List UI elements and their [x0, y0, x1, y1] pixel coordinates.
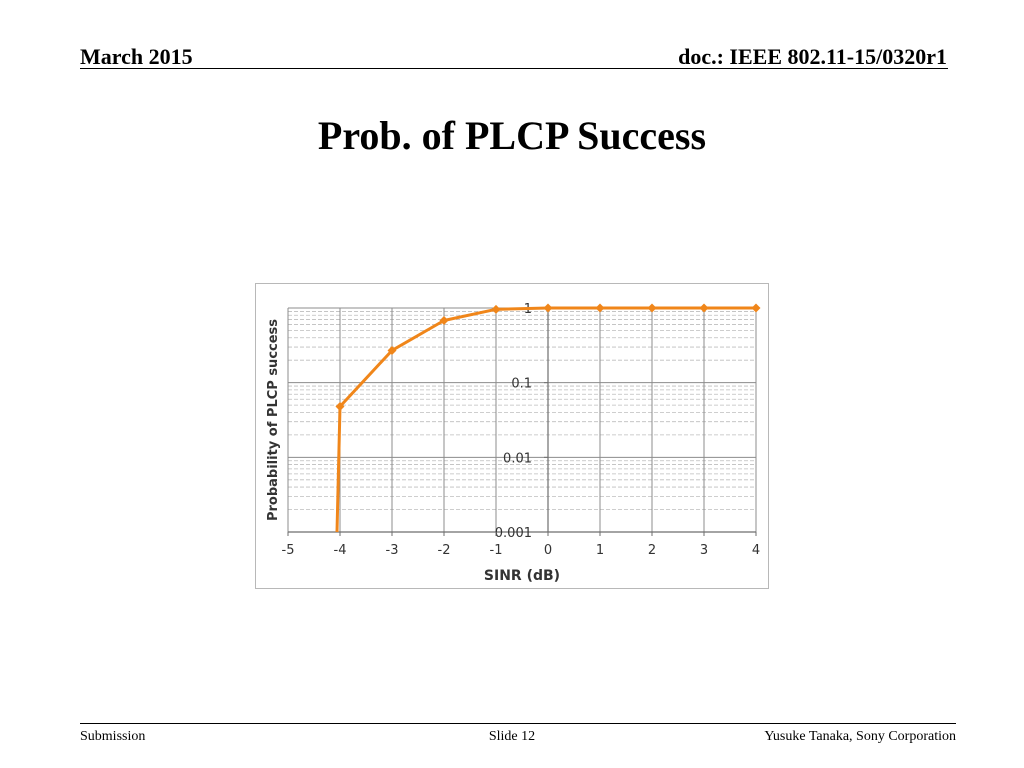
x-tick-label: -3	[386, 543, 399, 558]
data-point	[491, 304, 501, 314]
footer-slide-number: Slide 12	[488, 729, 536, 744]
x-axis-title: SINR (dB)	[484, 568, 560, 584]
data-point	[699, 303, 709, 313]
footer-rule	[80, 723, 956, 724]
data-point	[439, 316, 449, 326]
data-point	[595, 303, 605, 313]
y-axis-title: Probability of PLCP success	[266, 319, 281, 521]
header-doc-id: doc.: IEEE 802.11-15/0320r1	[678, 44, 947, 69]
slide-title: Prob. of PLCP Success	[317, 113, 707, 158]
data-point	[543, 303, 553, 313]
header-rule	[80, 68, 948, 69]
footer-submission: Submission	[80, 729, 146, 744]
data-point	[387, 345, 397, 355]
chart-frame: 0.001 0.01 0.1 1 -5 -4 -3 -2 -1 0 1 2 3 4 SINR (dB) Pro…	[255, 283, 769, 589]
x-tick-label: 0	[544, 543, 552, 558]
x-tick-label: 3	[700, 543, 708, 558]
x-tick-label: -5	[282, 543, 295, 558]
y-tick-label: 0.001	[495, 526, 532, 541]
x-tick-label: -4	[334, 543, 347, 558]
x-tick-label: 4	[752, 543, 760, 558]
y-tick-label: 0.01	[503, 451, 532, 466]
x-tick-label: 1	[596, 543, 604, 558]
footer-author: Yusuke Tanaka, Sony Corporation	[764, 729, 956, 744]
data-point	[335, 401, 345, 411]
data-point	[751, 303, 761, 313]
data-point	[647, 303, 657, 313]
series-line	[335, 306, 756, 533]
x-tick-label: 2	[648, 543, 656, 558]
x-tick-label: -2	[438, 543, 451, 558]
x-tick-label: -1	[490, 543, 503, 558]
header-date: March 2015	[80, 44, 193, 69]
y-tick-label: 0.1	[511, 377, 532, 392]
